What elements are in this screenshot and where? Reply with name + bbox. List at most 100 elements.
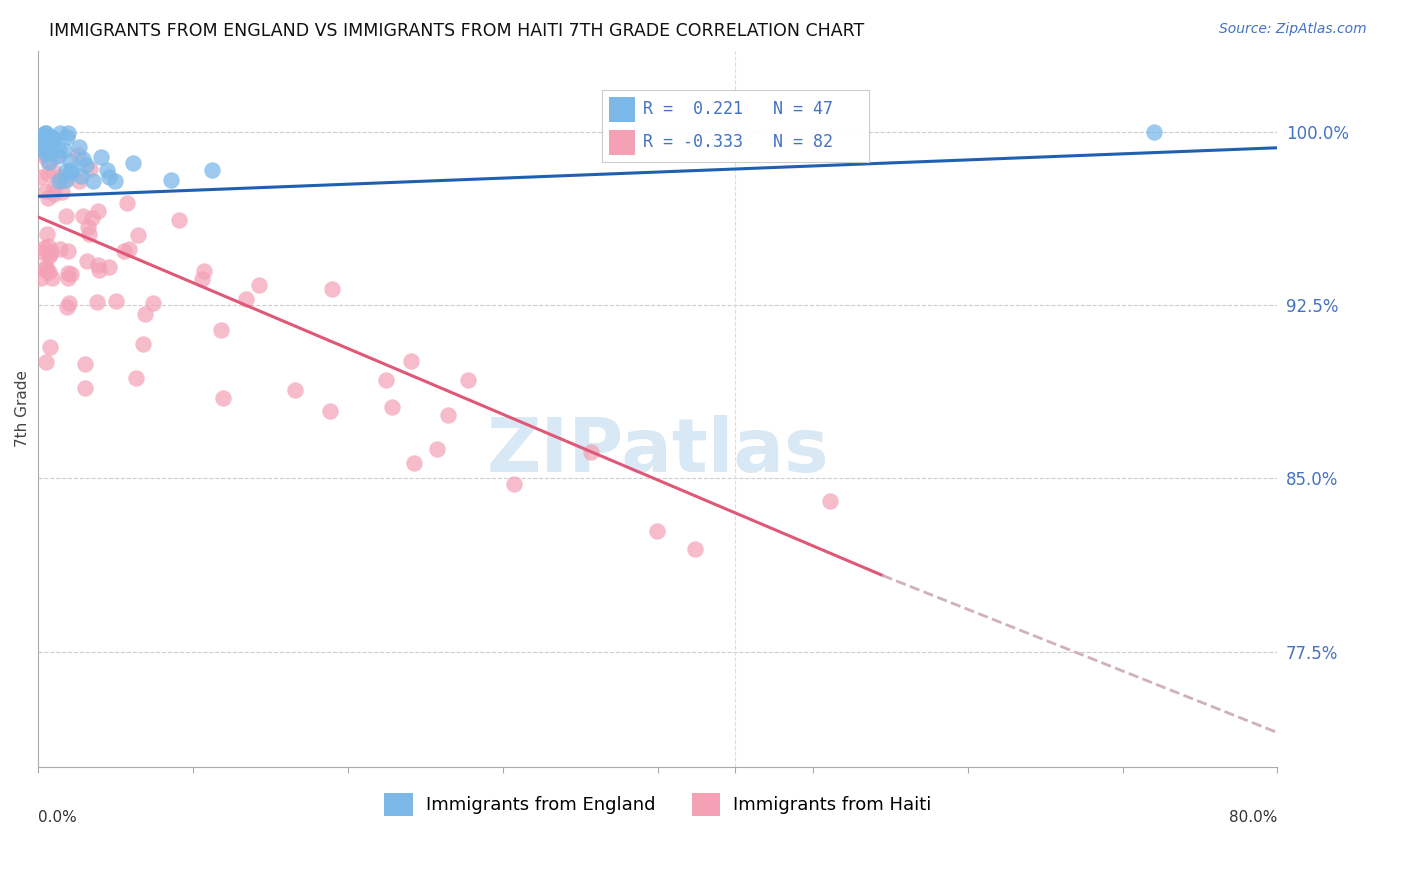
Point [82,173,104,187]
Point [39,145,62,160]
Point [48,174,70,188]
Point [55,173,77,187]
Point [56,130,79,145]
Point [46,148,69,162]
Point [75,381,97,395]
Point [818,494,841,508]
Point [142,295,165,310]
Point [31,245,53,260]
Point [37,167,59,181]
Point [37,136,59,150]
Point [41,131,63,145]
Point [160,173,183,187]
Point [42,164,65,178]
Point [41,271,63,285]
Point [86,294,108,309]
Point [75,158,97,172]
Point [35,126,58,140]
Point [31,134,53,148]
Point [41,129,63,144]
Point [31,131,53,145]
Point [581,444,603,458]
Point [55,209,77,223]
Point [32,241,55,255]
Point [67,174,90,188]
Point [104,174,127,188]
Point [52,143,75,157]
Y-axis label: 7th Grade: 7th Grade [15,370,30,448]
Point [49,126,72,140]
Point [87,204,110,219]
Point [49,170,72,185]
Point [59,165,82,179]
Point [82,211,104,226]
Point [56,127,79,141]
Point [115,196,138,211]
Point [402,456,425,470]
Point [87,259,110,273]
Point [38,265,60,279]
Point [87,263,110,277]
Point [60,162,83,177]
Point [132,336,155,351]
Point [30,130,52,145]
Point [45,147,67,161]
Point [35,260,58,275]
Point [321,282,343,296]
Point [72,152,94,166]
Legend: Immigrants from England, Immigrants from Haiti: Immigrants from England, Immigrants from… [377,786,939,822]
Point [235,292,257,306]
Point [284,384,307,398]
Text: Source: ZipAtlas.com: Source: ZipAtlas.com [1219,22,1367,37]
Point [34,126,56,140]
Point [48,143,70,157]
Point [34,146,56,161]
Point [59,267,82,281]
Text: 80.0%: 80.0% [1229,810,1278,825]
Point [35,185,58,199]
Point [76,219,98,234]
Point [375,373,398,387]
Point [37,154,59,169]
Text: IMMIGRANTS FROM ENGLAND VS IMMIGRANTS FROM HAITI 7TH GRADE CORRELATION CHART: IMMIGRANTS FROM ENGLAND VS IMMIGRANTS FR… [49,22,865,40]
Point [55,163,77,178]
Point [75,357,97,371]
Point [39,340,62,354]
Point [58,296,80,310]
Point [503,476,526,491]
Point [79,162,101,177]
Point [30,131,52,145]
Point [647,524,669,539]
Point [117,242,139,256]
Point [426,442,449,456]
Point [69,169,91,184]
Point [134,307,156,321]
Point [37,140,59,154]
Point [42,134,65,148]
Point [44,181,66,195]
Point [38,154,60,169]
Point [59,154,82,169]
Point [76,254,98,268]
Point [122,155,145,169]
Point [127,228,149,243]
Point [37,238,59,252]
Point [1142,125,1164,139]
Point [37,191,59,205]
Point [35,263,58,277]
Point [124,370,146,384]
Point [437,408,460,422]
Point [66,147,89,161]
Point [191,272,214,286]
Point [247,278,270,293]
Point [35,227,58,242]
Point [209,322,232,336]
Point [90,150,112,164]
Point [42,132,65,146]
Point [32,136,55,150]
Point [38,249,60,263]
Point [35,131,58,145]
Point [51,185,73,199]
Point [44,186,66,201]
Point [401,354,423,368]
